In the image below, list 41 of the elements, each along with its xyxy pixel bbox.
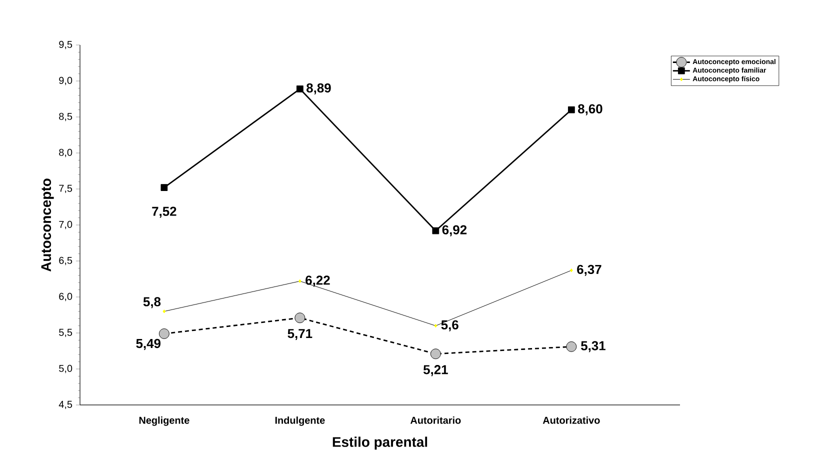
data-label: 5,8 [143, 297, 161, 308]
x-tick-label: Indulgente [275, 416, 325, 426]
y-tick-label: 4,5 [58, 400, 72, 410]
x-tick-label: Autorizativo [542, 416, 600, 424]
point [432, 227, 440, 234]
x-tick-label: Negligente [139, 416, 190, 426]
y-tick-label: 6,0 [59, 292, 72, 302]
point [298, 279, 302, 283]
point [158, 328, 170, 339]
point [162, 310, 166, 314]
data-label: 8,60 [578, 104, 602, 116]
data-label: 5,6 [441, 320, 458, 332]
point [296, 85, 304, 92]
y-tick-label: 7,0 [59, 220, 72, 230]
point [294, 312, 306, 324]
point [568, 106, 575, 114]
point [430, 348, 441, 360]
data-label: 6,37 [577, 264, 602, 276]
y-tick-label: 7,5 [59, 184, 72, 194]
data-label: 5,21 [423, 365, 448, 376]
data-label: 5,71 [288, 329, 312, 340]
y-axis-title: Autoconcepto [41, 178, 54, 272]
data-label: 5,49 [136, 338, 160, 350]
point [160, 184, 168, 191]
y-tick-label: 5,5 [59, 328, 72, 338]
data-label: 6,22 [306, 276, 330, 287]
x-axis-title: Estilo parental [332, 436, 428, 450]
data-label: 6,92 [442, 225, 467, 236]
data-label: 7,52 [152, 206, 176, 218]
y-tick-label: 9,0 [59, 76, 72, 86]
y-tick-label: 8,0 [59, 148, 72, 158]
y-tick-label: 6,5 [59, 256, 72, 266]
y-tick-label: 5,0 [59, 364, 72, 374]
point [566, 341, 577, 352]
data-label: 8,89 [306, 83, 331, 94]
y-tick-label: 9,5 [59, 40, 72, 50]
data-label: 5,31 [581, 341, 606, 352]
x-tick-label: Autoritario [410, 416, 461, 424]
y-tick-label: 8,5 [59, 112, 72, 122]
point [570, 268, 573, 272]
point [434, 324, 438, 328]
